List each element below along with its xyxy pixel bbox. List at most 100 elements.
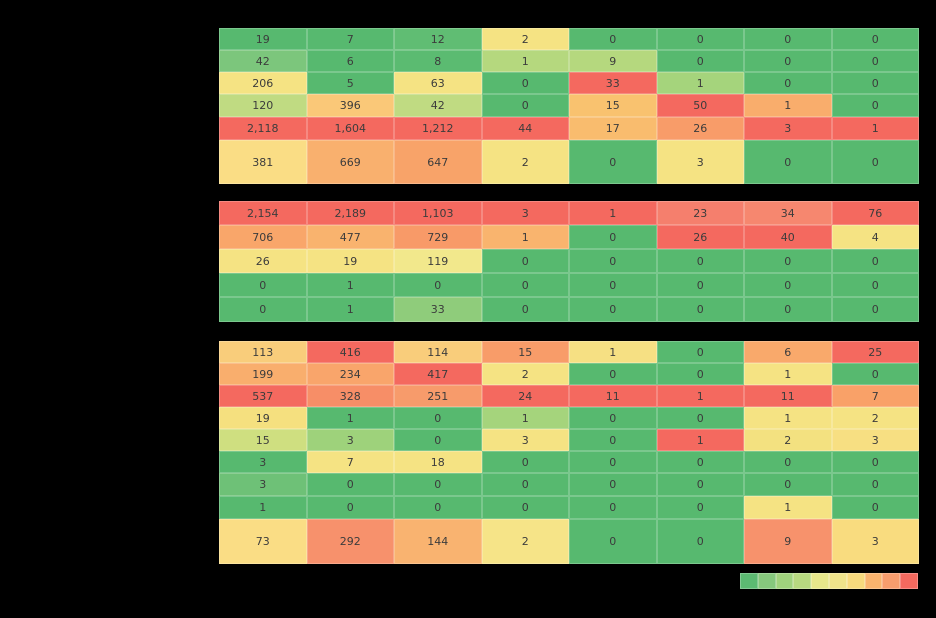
legend-swatch <box>740 573 758 589</box>
heatmap-cell: 1 <box>744 407 832 429</box>
heatmap-cell: 3 <box>656 140 744 184</box>
heatmap-cell: 2 <box>481 28 569 50</box>
heatmap-cell: 1 <box>656 385 744 407</box>
heatmap-cell: 0 <box>656 297 744 322</box>
heatmap-cell: 0 <box>569 225 657 249</box>
heatmap-row: 73 292 144 2 0 0 9 3 <box>219 519 919 564</box>
heatmap-cell: 0 <box>744 140 832 184</box>
heatmap-cell: 0 <box>569 451 657 473</box>
heatmap-cell: 119 <box>394 249 482 273</box>
heatmap-section-1: 19 7 12 2 0 0 0 0 42 6 8 1 9 0 0 0 206 5 63 0 33 1 0 0 120 396 42 0… <box>219 28 919 184</box>
legend-swatch <box>828 573 847 589</box>
heatmap-cell: 17 <box>569 117 657 140</box>
legend-swatch <box>864 573 883 589</box>
legend-swatch <box>811 573 829 589</box>
heatmap-cell: 706 <box>219 225 307 249</box>
heatmap-cell: 0 <box>831 451 919 473</box>
heatmap-cell: 0 <box>831 363 919 385</box>
heatmap-row: 113 416 114 15 1 0 6 25 <box>219 341 919 363</box>
heatmap-cell: 42 <box>219 50 307 72</box>
heatmap-cell: 0 <box>394 429 482 451</box>
heatmap-cell: 1 <box>219 496 307 519</box>
heatmap-cell: 0 <box>481 72 569 94</box>
heatmap-cell: 1 <box>656 429 744 451</box>
heatmap-cell: 0 <box>831 273 919 297</box>
heatmap-cell: 3 <box>306 429 394 451</box>
heatmap-cell: 7 <box>306 28 394 50</box>
heatmap-cell: 15 <box>219 429 307 451</box>
heatmap-cell: 42 <box>394 94 482 117</box>
heatmap-cell: 0 <box>744 451 832 473</box>
heatmap-row: 15 3 0 3 0 1 2 3 <box>219 429 919 451</box>
heatmap-cell: 5 <box>306 72 394 94</box>
heatmap-cell: 26 <box>656 225 744 249</box>
heatmap-cell: 0 <box>656 50 744 72</box>
heatmap-cell: 2,154 <box>219 201 307 225</box>
heatmap-cell: 0 <box>831 496 919 519</box>
heatmap-section-3: 113 416 114 15 1 0 6 25 199 234 417 2 0 0 1 0 537 328 251 2… <box>219 341 919 564</box>
heatmap-cell: 76 <box>831 201 919 225</box>
heatmap-row: 2,154 2,189 1,103 3 1 23 34 76 <box>219 201 919 225</box>
heatmap-cell: 1,604 <box>306 117 394 140</box>
heatmap-cell: 416 <box>306 341 394 363</box>
heatmap-cell: 2 <box>481 363 569 385</box>
heatmap-cell: 0 <box>831 473 919 496</box>
heatmap-cell: 0 <box>481 496 569 519</box>
heatmap-cell: 34 <box>744 201 832 225</box>
heatmap-cell: 0 <box>744 50 832 72</box>
heatmap-cell: 7 <box>306 451 394 473</box>
heatmap-cell: 0 <box>306 473 394 496</box>
heatmap-cell: 1 <box>744 94 832 117</box>
heatmap-cell: 1 <box>656 72 744 94</box>
legend-swatch <box>793 573 812 589</box>
heatmap-cell: 3 <box>219 473 307 496</box>
heatmap-row: 19 1 0 1 0 0 1 2 <box>219 407 919 429</box>
heatmap-cell: 0 <box>481 451 569 473</box>
heatmap-cell: 2,189 <box>306 201 394 225</box>
heatmap-cell: 234 <box>306 363 394 385</box>
heatmap-cell: 0 <box>481 297 569 322</box>
heatmap-cell: 669 <box>306 140 394 184</box>
heatmap-cell: 15 <box>569 94 657 117</box>
heatmap-cell: 0 <box>831 249 919 273</box>
heatmap-section-2: 2,154 2,189 1,103 3 1 23 34 76 706 477 729 1 0 26 40 4 2… <box>219 201 919 322</box>
heatmap-row: 199 234 417 2 0 0 1 0 <box>219 363 919 385</box>
heatmap-cell: 537 <box>219 385 307 407</box>
heatmap-cell: 0 <box>219 297 307 322</box>
heatmap-cell: 1 <box>569 201 657 225</box>
heatmap-row: 537 328 251 24 11 1 11 7 <box>219 385 919 407</box>
heatmap-cell: 0 <box>569 496 657 519</box>
heatmap-cell: 0 <box>656 519 744 564</box>
heatmap-cell: 25 <box>831 341 919 363</box>
heatmap-cell: 24 <box>481 385 569 407</box>
legend-swatch <box>757 573 776 589</box>
heatmap-cell: 0 <box>831 72 919 94</box>
heatmap-cell: 2 <box>831 407 919 429</box>
heatmap-cell: 0 <box>219 273 307 297</box>
heatmap-row: 19 7 12 2 0 0 0 0 <box>219 28 919 50</box>
heatmap-cell: 6 <box>306 50 394 72</box>
legend-swatch <box>775 573 794 589</box>
heatmap-cell: 120 <box>219 94 307 117</box>
heatmap-cell: 2 <box>481 519 569 564</box>
heatmap-cell: 0 <box>569 28 657 50</box>
heatmap-cell: 0 <box>744 473 832 496</box>
heatmap-cell: 0 <box>744 273 832 297</box>
heatmap-cell: 1 <box>481 50 569 72</box>
heatmap-cell: 113 <box>219 341 307 363</box>
heatmap-cell: 3 <box>831 429 919 451</box>
heatmap-cell: 251 <box>394 385 482 407</box>
heatmap-cell: 0 <box>481 473 569 496</box>
heatmap-cell: 19 <box>306 249 394 273</box>
heatmap-cell: 1,212 <box>394 117 482 140</box>
heatmap-cell: 328 <box>306 385 394 407</box>
heatmap-cell: 0 <box>656 363 744 385</box>
heatmap-cell: 8 <box>394 50 482 72</box>
heatmap-cell: 1 <box>306 407 394 429</box>
heatmap-cell: 73 <box>219 519 307 564</box>
heatmap-cell: 11 <box>744 385 832 407</box>
heatmap-cell: 0 <box>831 140 919 184</box>
heatmap-cell: 1 <box>481 407 569 429</box>
heatmap-cell: 1 <box>481 225 569 249</box>
